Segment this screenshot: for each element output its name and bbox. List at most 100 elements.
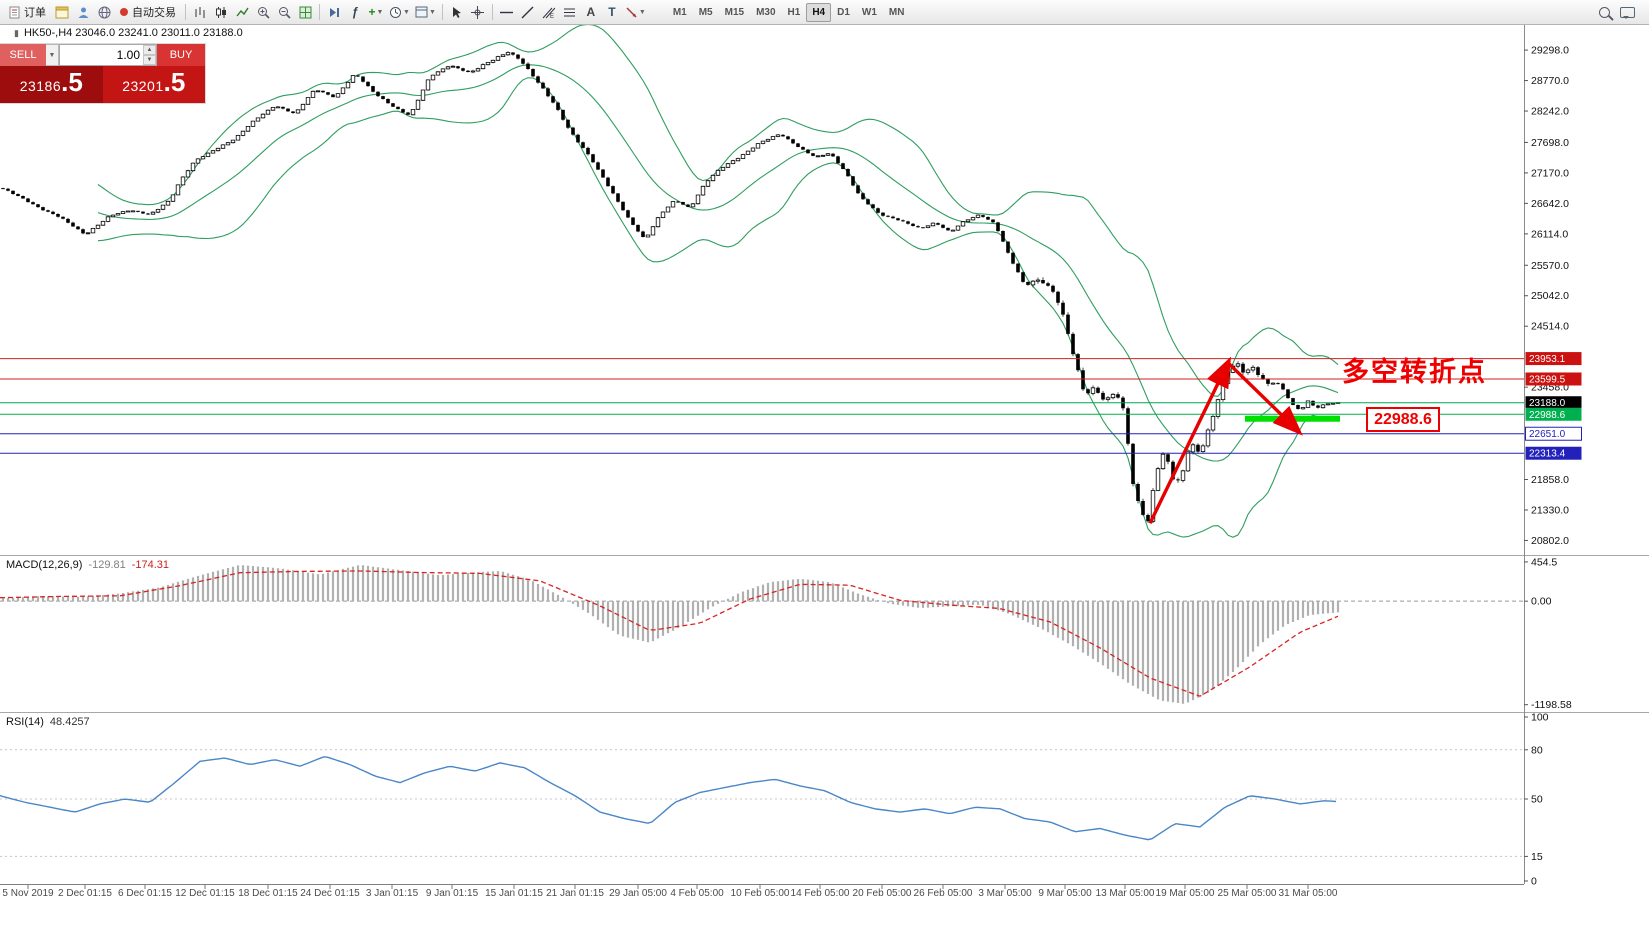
zoom-out-button[interactable] xyxy=(274,2,294,22)
candlestick-icon xyxy=(215,6,227,19)
symbol-chart-icon: ▮ xyxy=(14,27,19,38)
text-tool-button[interactable]: A xyxy=(581,2,601,22)
time-label: 31 Mar 05:00 xyxy=(1278,888,1338,899)
price-axis-label: 28770.0 xyxy=(1531,75,1569,87)
price-axis-label: 25042.0 xyxy=(1531,290,1569,302)
timeframe-M1[interactable]: M1 xyxy=(672,6,687,18)
fibonacci-icon xyxy=(563,6,576,19)
zoom-in-button[interactable] xyxy=(253,2,273,22)
rsi-line xyxy=(0,756,1337,841)
timeframe-M15[interactable]: M15 xyxy=(724,6,745,18)
fibonacci-tool-button[interactable] xyxy=(560,2,580,22)
timeframe-W1[interactable]: W1 xyxy=(861,6,877,18)
bar-chart-mode-button[interactable] xyxy=(190,2,210,22)
template-button[interactable]: ▼ xyxy=(413,2,438,22)
sell-price[interactable]: 23186.5 xyxy=(0,66,103,103)
time-axis[interactable]: 5 Nov 2019 2 Dec 01:15 6 Dec 01:15 12 Dec 0… xyxy=(0,884,1524,903)
time-label: 15 Jan 01:15 xyxy=(485,888,543,899)
crosshair-icon xyxy=(471,5,485,19)
text-label-icon: T xyxy=(608,5,616,19)
pane-separator-macd[interactable] xyxy=(0,553,1649,558)
timeframe-M5[interactable]: M5 xyxy=(698,6,713,18)
svg-text:E: E xyxy=(550,14,554,19)
period-button[interactable]: ▼ xyxy=(387,2,412,22)
indicator-list-icon: ƒ xyxy=(351,5,359,19)
time-label: 19 Mar 05:00 xyxy=(1155,888,1215,899)
trendline-tool-button[interactable] xyxy=(518,2,538,22)
new-order-icon xyxy=(9,6,20,19)
trend-arrow[interactable] xyxy=(1148,356,1231,524)
tile-windows-button[interactable] xyxy=(295,2,315,22)
bollinger-band-line xyxy=(97,23,1339,397)
chat-icon[interactable] xyxy=(1620,6,1635,19)
timeframe-H1[interactable]: H1 xyxy=(787,6,801,18)
timeframe-MN[interactable]: MN xyxy=(888,6,905,18)
time-label: 5 Nov 2019 xyxy=(2,888,54,899)
volume-step-up-icon[interactable]: ▲ xyxy=(143,45,156,55)
main-price-pane xyxy=(0,23,1524,538)
one-click-trading-panel: SELL ▼ ▲ ▼ BUY 23186.5 23201.5 xyxy=(0,44,205,103)
buy-button[interactable]: BUY xyxy=(157,44,205,66)
time-label: 13 Mar 05:00 xyxy=(1095,888,1155,899)
shapes-icon xyxy=(625,6,638,19)
buy-price[interactable]: 23201.5 xyxy=(102,66,205,103)
macd-axis-label: 0.00 xyxy=(1531,596,1552,608)
price-axis[interactable] xyxy=(1524,24,1649,884)
pane-separator-rsi[interactable] xyxy=(0,710,1649,715)
channel-tool-button[interactable]: E xyxy=(539,2,559,22)
time-label: 9 Mar 05:00 xyxy=(1038,888,1092,899)
add-indicator-icon: + xyxy=(368,5,376,19)
price-axis-label: 28242.0 xyxy=(1531,106,1569,118)
add-indicator-button[interactable]: + ▼ xyxy=(366,2,386,22)
hline-tool-button[interactable] xyxy=(497,2,517,22)
indicator-list-button[interactable]: ƒ xyxy=(345,2,365,22)
timeframe-H4[interactable]: H4 xyxy=(806,2,832,22)
time-label: 25 Mar 05:00 xyxy=(1217,888,1277,899)
trend-arrow[interactable] xyxy=(1226,361,1303,436)
symbol-header: ▮ HK50-,H4 23046.0 23241.0 23011.0 23188… xyxy=(14,27,243,39)
rsi-axis-label: 80 xyxy=(1531,744,1543,756)
line-chart-mode-button[interactable] xyxy=(232,2,252,22)
rsi-pane-title: RSI(14) 48.4257 xyxy=(6,716,90,728)
volume-dropdown[interactable]: ▼ xyxy=(46,44,59,66)
price-axis-label: 25570.0 xyxy=(1531,260,1569,272)
support-highlight-bar[interactable] xyxy=(1245,415,1340,422)
search-icon[interactable] xyxy=(1599,6,1610,18)
chart-window-button[interactable] xyxy=(52,2,72,22)
price-axis-badge-label: 23599.5 xyxy=(1529,374,1566,385)
text-label-tool-button[interactable]: T xyxy=(602,2,622,22)
candlestick-mode-button[interactable] xyxy=(211,2,231,22)
toolbar-separator xyxy=(491,4,493,20)
shapes-tool-button[interactable]: ▼ xyxy=(623,2,648,22)
volume-input[interactable] xyxy=(59,44,157,66)
price-axis-label: 20802.0 xyxy=(1531,535,1569,547)
volume-step-down-icon[interactable]: ▼ xyxy=(143,55,156,65)
equidistant-channel-icon: E xyxy=(542,6,556,19)
help-button[interactable] xyxy=(94,2,114,22)
autotrade-status-icon xyxy=(120,8,128,16)
volume-stepper[interactable]: ▲ ▼ xyxy=(143,45,156,65)
price-axis-badge-label: 23188.0 xyxy=(1529,398,1566,409)
market-watch-button[interactable] xyxy=(73,2,93,22)
macd-label: MACD(12,26,9) xyxy=(6,559,83,571)
crosshair-tool-button[interactable] xyxy=(468,2,488,22)
auto-trading-button[interactable]: 自动交易 xyxy=(115,2,181,22)
price-axis-badge xyxy=(1525,352,1582,366)
chart-window-icon xyxy=(55,6,69,19)
rsi-axis-label: 15 xyxy=(1531,851,1543,863)
timeframe-M30[interactable]: M30 xyxy=(756,6,776,18)
auto-trading-label: 自动交易 xyxy=(132,7,176,19)
cursor-tool-button[interactable] xyxy=(447,2,467,22)
sell-button[interactable]: SELL xyxy=(0,44,46,66)
macd-histogram xyxy=(1,565,1340,704)
chart-shift-button[interactable] xyxy=(324,2,344,22)
price-axis-label: 27698.0 xyxy=(1531,137,1569,149)
new-order-button[interactable]: 订单 xyxy=(4,2,51,22)
time-label: 29 Jan 05:00 xyxy=(609,888,667,899)
price-axis-badge xyxy=(1525,396,1582,410)
macd-signal-line xyxy=(0,570,1339,697)
timeframe-D1[interactable]: D1 xyxy=(837,6,850,18)
macd-axis-label: 454.5 xyxy=(1531,556,1557,568)
